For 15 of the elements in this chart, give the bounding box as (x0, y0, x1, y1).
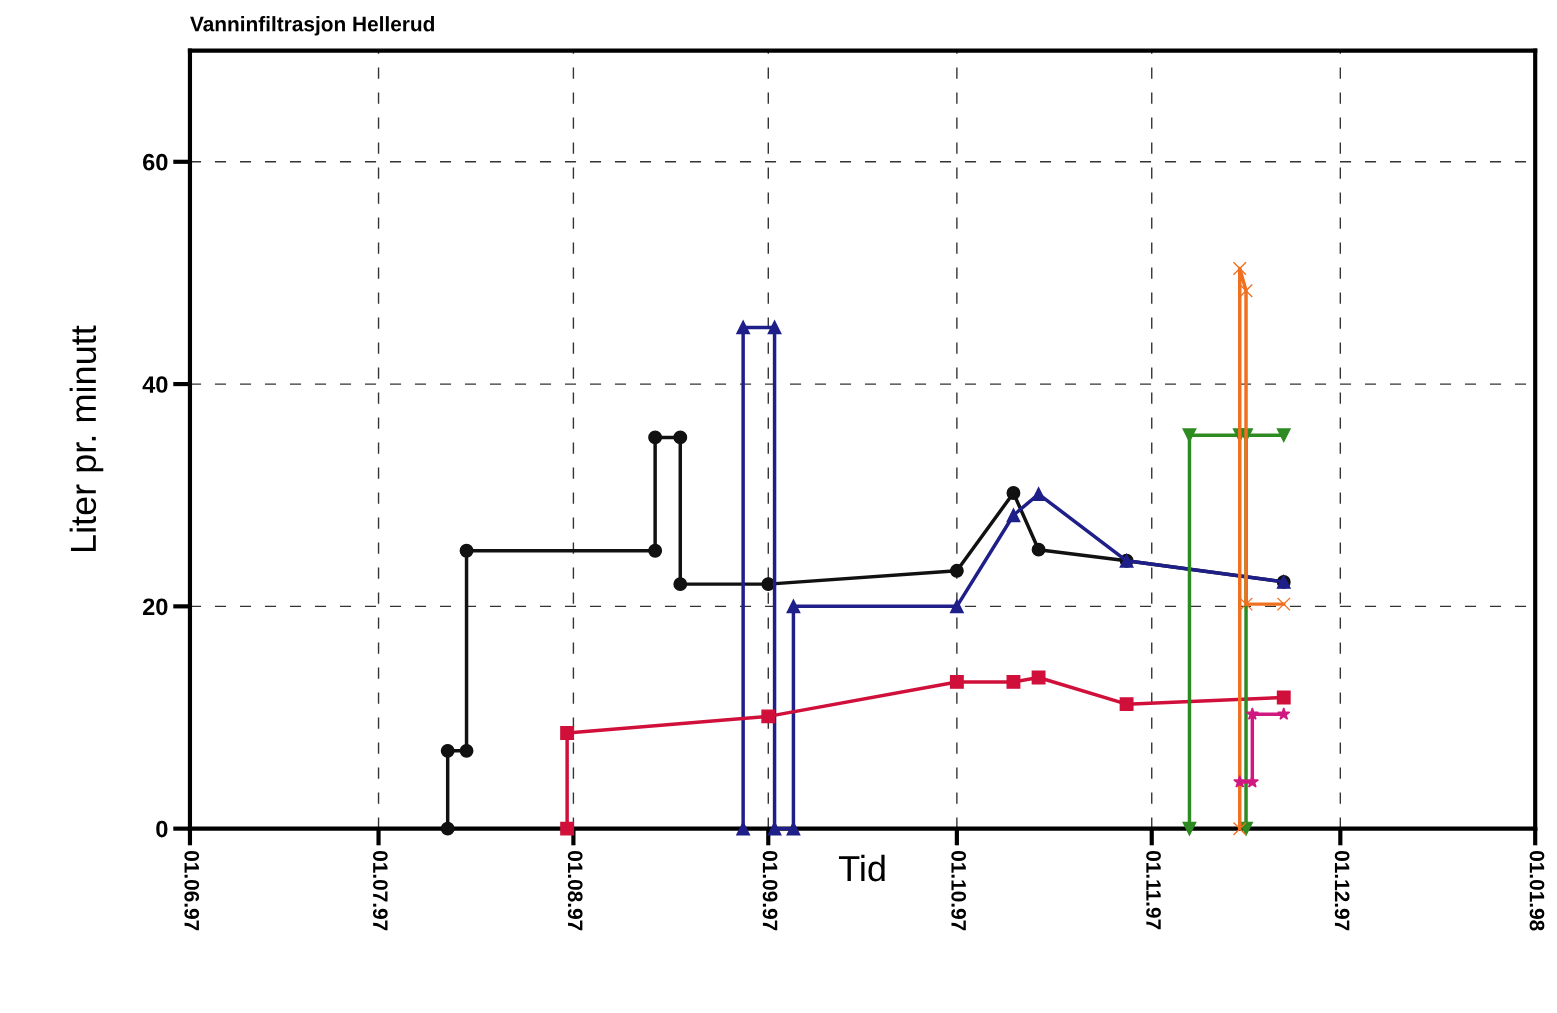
x-tick-label: 01.06.97 (184, 850, 200, 931)
x-tick-label: 01.10.97 (951, 850, 967, 931)
y-tick-label: 20 (142, 598, 168, 616)
x-axis-title: Tid (838, 854, 885, 882)
x-tick-label: 01.09.97 (762, 850, 778, 931)
y-axis-title: Liter pr. minutt (69, 325, 104, 552)
x-tick-label: 01.01.98 (1529, 850, 1545, 931)
x-tick-label: 01.12.97 (1334, 850, 1350, 931)
x-tick-label: 01.08.97 (567, 850, 583, 931)
y-tick-label: 40 (142, 376, 168, 393)
x-tick-label: 01.11.97 (1146, 850, 1161, 930)
y-tick-label: 60 (143, 153, 168, 171)
chart-title: Vanninfiltrasjon Hellerud (190, 16, 434, 36)
x-tick-label: 01.07.97 (372, 850, 388, 931)
y-tick-label: 0 (156, 820, 168, 838)
